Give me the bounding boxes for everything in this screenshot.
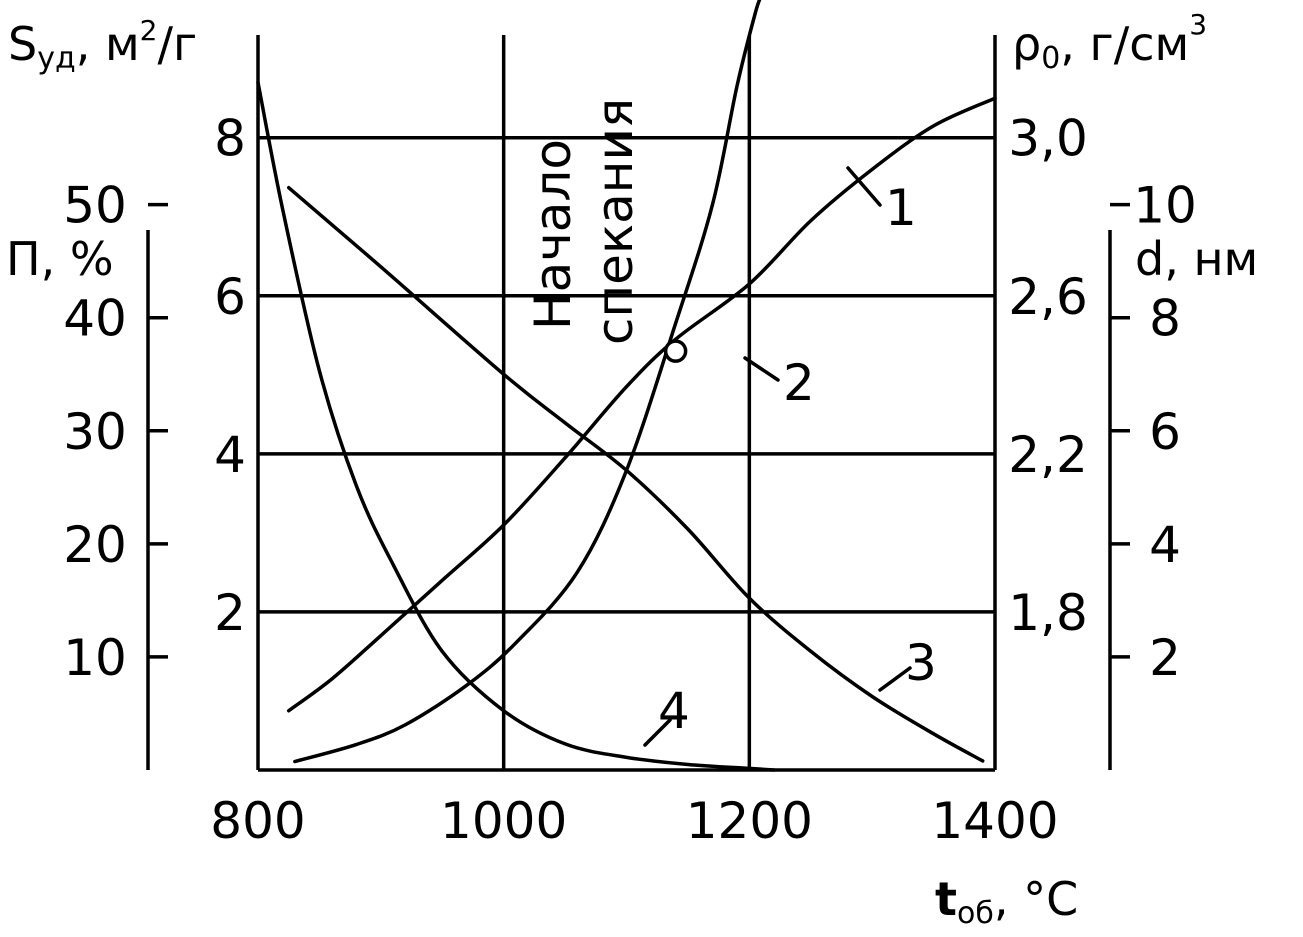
s-axis-title: Sуд, м2/г [8, 14, 197, 76]
axes [146, 35, 1112, 772]
p-tick-label: 50 [63, 177, 127, 235]
s-tick-label: 8 [214, 110, 246, 168]
rho-axis-title: ρ0, г/см3 [1012, 8, 1207, 76]
x-tick-label: 1400 [931, 792, 1058, 850]
p-tick-label: 10 [63, 629, 127, 687]
annotation-line2: спекания [586, 98, 644, 345]
rho-tick-label: 3,0 [1008, 110, 1088, 168]
sintering-annotation-2: спекания [586, 98, 644, 345]
p-axis-title: П, % [6, 232, 114, 286]
x-axis-title: tоб, °C [935, 872, 1078, 931]
series-4-line [256, 80, 776, 772]
rho-tick-label: 1,8 [1008, 584, 1088, 642]
series-3-line [286, 185, 985, 763]
d-axis-title: d, нм [1135, 232, 1258, 286]
series-1-label: 1 [885, 179, 917, 237]
grid [258, 35, 995, 770]
series-2-line [293, 0, 762, 764]
series [256, 0, 997, 772]
series-3-leader [878, 666, 912, 692]
series-4-leader [643, 718, 672, 747]
series-4-label: 4 [658, 682, 690, 740]
p-tick-label: 20 [63, 516, 127, 574]
series-2-label: 2 [783, 354, 815, 412]
annotation-line1: Начало [524, 139, 582, 330]
d-tick-label: 6 [1149, 403, 1181, 461]
s-tick-label: 6 [214, 268, 246, 326]
sintering-annotation: Начало [524, 139, 582, 330]
x-tick-label: 1200 [686, 792, 813, 850]
d-tick-label: 10 [1133, 177, 1197, 235]
x-tick-label: 1000 [440, 792, 567, 850]
series-2-leader [743, 356, 780, 382]
d-tick-label: 2 [1149, 629, 1181, 687]
s-tick-label: 2 [214, 584, 246, 642]
s-tick-label: 4 [214, 426, 246, 484]
series-1-leader [846, 166, 882, 207]
rho-tick-label: 2,6 [1008, 268, 1088, 326]
rho-tick-label: 2,2 [1008, 426, 1088, 484]
series-3-label: 3 [905, 634, 937, 692]
x-tick-label: 800 [210, 792, 305, 850]
p-tick-label: 30 [63, 403, 127, 461]
labels: 1 2 3 4 [643, 166, 937, 747]
d-tick-label: 8 [1149, 290, 1181, 348]
series-1-line [286, 96, 997, 713]
p-tick-label: 40 [63, 290, 127, 348]
d-tick-label: 4 [1149, 516, 1181, 574]
sintering-start-marker [663, 339, 688, 363]
ticks: 2 4 6 8 10 20 30 40 50 1,8 2,2 2,6 3,0 2 4 6 8 10 800 1000 1… [63, 110, 1197, 850]
